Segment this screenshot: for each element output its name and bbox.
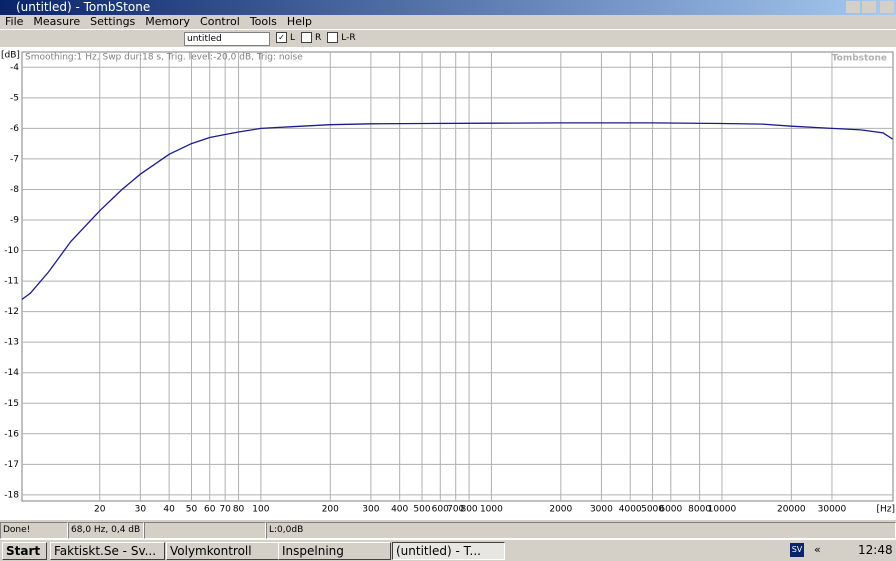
minimize[interactable] <box>846 1 860 13</box>
x-tick-label: 5000 <box>641 505 664 515</box>
plot-frame <box>21 51 894 502</box>
status: 68,0 Hz, 0,4 dB <box>68 522 144 539</box>
check-label: L-R <box>341 33 356 43</box>
y-tick-label: -14 <box>4 368 19 378</box>
x-tick-label: 80 <box>233 505 245 515</box>
checkbox[interactable]: ✓ <box>276 32 287 43</box>
x-tick-label: 1000 <box>480 505 503 515</box>
x-tick-label: 8000 <box>688 505 711 515</box>
x-tick-label: 70 <box>219 505 231 515</box>
x-tick-label: 4000 <box>619 505 642 515</box>
annotation: Smoothing:1 Hz, Swp dur:18 s, Trig. leve… <box>25 53 303 63</box>
taskbar: Start Faktiskt.Se - Sv... Volymkontroll In… <box>0 539 896 561</box>
window-title: (untitled) - TombStone <box>16 0 151 14</box>
task-button[interactable]: Inspelning <box>278 542 391 560</box>
x-tick-label: 6000 <box>659 505 682 515</box>
x-tick-label: 20 <box>94 505 106 515</box>
toolbar: untitled ✓ L R L-R <box>0 29 896 48</box>
channel-checks: ✓ L R L-R <box>270 32 356 43</box>
menu-item[interactable]: File <box>5 15 24 28</box>
clock: 12:48 <box>858 543 893 557</box>
y-tick-label: -8 <box>10 185 19 195</box>
menu-item[interactable]: Tools <box>249 15 277 28</box>
x-tick-label: 700 <box>447 505 464 515</box>
x-tick-label: 50 <box>186 505 198 515</box>
y-tick-label: -13 <box>4 338 19 348</box>
x-tick-label: 800 <box>460 505 477 515</box>
menu-item[interactable]: Control <box>200 15 240 28</box>
x-tick-label: 20000 <box>777 505 806 515</box>
chart: -4 -5 -6 -7 -8 -9 -10 -11 -12 -13 -14 -15 -16 -17 -18 2… <box>1 51 895 515</box>
check-label: R <box>315 33 322 43</box>
x-tick-label: 3000 <box>590 505 613 515</box>
menu-bar: File Measure Settings Memory Control Tools Hel… <box>0 15 317 29</box>
check-label: L <box>290 33 296 43</box>
task-button[interactable]: Faktiskt.Se - Sv... <box>50 542 165 560</box>
x-tick-label: 30000 <box>818 505 847 515</box>
y-tick-label: -10 <box>4 246 19 256</box>
x-tick-label: 500 <box>413 505 430 515</box>
y-tick-label: -11 <box>4 277 19 287</box>
y-tick-label: -4 <box>10 63 19 73</box>
y-tick-label: -12 <box>4 307 19 317</box>
task-button[interactable]: (untitled) - T... <box>392 542 505 560</box>
y-tick-label: -5 <box>10 93 19 103</box>
x-tick-label: 60 <box>204 505 216 515</box>
y-tick-label: -9 <box>10 215 19 225</box>
task-button[interactable]: Volymkontroll <box>166 542 279 560</box>
x-tick-label: 600 <box>432 505 449 515</box>
x-tick-label: 200 <box>322 505 339 515</box>
x-tick-label: 100 <box>252 505 269 515</box>
x-tick-label: 300 <box>362 505 379 515</box>
y-tick-label: -6 <box>10 124 19 134</box>
language[interactable]: SV <box>790 543 804 557</box>
checkbox[interactable] <box>301 32 313 43</box>
x-tick-label: 2000 <box>549 505 572 515</box>
x-axis-label: [Hz] <box>876 505 895 515</box>
status: L:0,0dB <box>266 522 896 539</box>
x-tick-label: 10000 <box>708 505 737 515</box>
name-field[interactable]: untitled <box>184 32 270 46</box>
y-tick-label: -17 <box>4 460 19 470</box>
title-bar: (untitled) - TombStone <box>0 0 896 15</box>
watermark: Tombstone <box>832 54 887 64</box>
menu-item[interactable]: Help <box>286 15 312 28</box>
x-tick-label: 40 <box>163 505 175 515</box>
maximize[interactable] <box>862 1 876 13</box>
menu-item[interactable]: Settings <box>90 15 136 28</box>
curve <box>21 122 893 300</box>
menu-item[interactable]: Measure <box>33 15 81 28</box>
menu-item[interactable]: Memory <box>145 15 191 28</box>
y-tick-label: -16 <box>4 429 19 439</box>
status <box>144 522 266 539</box>
y-tick-label: -7 <box>10 154 19 164</box>
y-tick-label: -18 <box>4 490 19 500</box>
checkbox[interactable] <box>327 32 339 43</box>
y-axis-label: [dB] <box>1 51 20 61</box>
y-tick-label: -15 <box>4 399 19 409</box>
x-tick-label: 30 <box>135 505 147 515</box>
x-tick-label: 400 <box>391 505 408 515</box>
status: Done! <box>0 522 68 539</box>
close[interactable] <box>880 1 894 13</box>
start-button[interactable]: Start <box>2 542 47 560</box>
tray-chevron[interactable]: « <box>814 543 821 556</box>
plot-panel: -4 -5 -6 -7 -8 -9 -10 -11 -12 -13 -14 -15 -16 -17 -18 2… <box>0 47 896 520</box>
